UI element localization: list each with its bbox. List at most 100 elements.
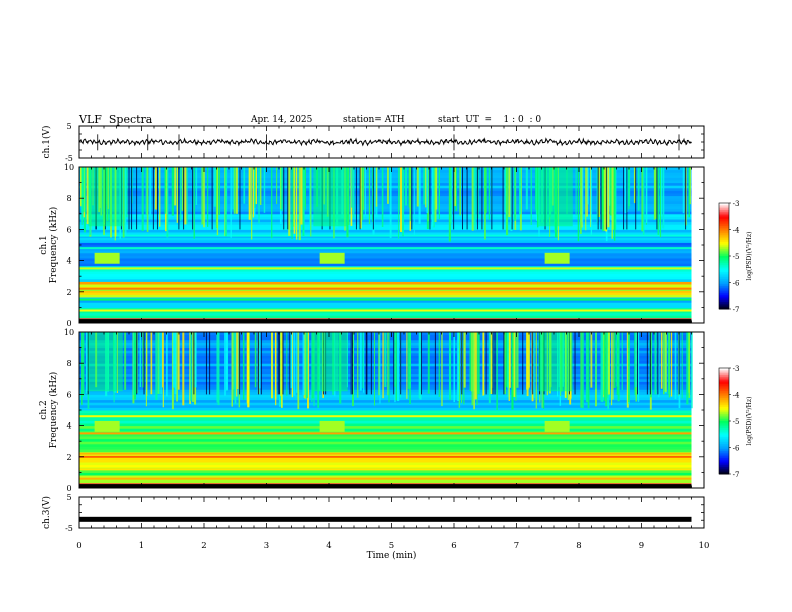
spheric-line [425,167,427,208]
colorbar-cell [719,392,729,395]
spectrogram-line [79,452,692,455]
colorbar-cell [719,456,729,459]
figure-title: VLF Spectra [79,113,153,126]
spectrogram-row [79,443,692,447]
colorbar-cell [719,270,729,273]
spectrogram-row [79,216,692,220]
colorbar-cell [719,284,729,287]
colorbar-cell [719,245,729,248]
spheric-line [413,167,415,236]
y-tick-label: 0 [66,319,71,328]
colorbar-cell [719,412,729,415]
spectrogram-row [79,289,692,293]
spectrogram-row [79,252,692,256]
spheric-line [382,332,384,399]
x-tick-label-10: 10 [699,541,710,551]
spheric-line [145,332,147,407]
spheric-line [587,332,590,409]
spheric-line [180,167,182,222]
spheric-line [454,167,457,207]
gap-line [366,332,368,395]
gap-line [491,167,493,230]
gap-line [429,167,431,230]
spectrogram-row [79,464,692,468]
spectrogram-row [79,397,692,401]
spheric-line [224,332,227,396]
spheric-line [399,167,401,210]
spheric-line [519,167,522,215]
spectrogram-row [79,265,692,269]
spheric-line [611,167,613,239]
spheric-line [637,167,640,211]
spheric-line [657,332,660,398]
colorbar-cell [719,390,729,394]
spheric-line [590,167,592,227]
spheric-line [133,332,135,395]
colorbar-tick-label: -3 [733,365,740,373]
spectrogram-line [79,287,692,290]
spheric-line [602,332,604,402]
spheric-line [201,167,204,225]
activity-zone [88,332,123,392]
x-tick-label-1: 1 [139,541,144,551]
spectrogram-row [79,245,692,249]
spheric-line [575,167,577,216]
y-tick-label: 10 [64,328,74,337]
spheric-line [379,332,381,404]
y-tick-label: 6 [66,390,71,399]
spheric-line [79,167,82,207]
spheric-line [535,167,538,215]
colorbar-tick-label: -6 [733,280,740,288]
spheric-line [459,167,461,216]
spheric-line [457,332,460,401]
spheric-line [397,167,400,239]
spectrogram-row [79,221,692,225]
spheric-line [388,332,390,403]
spheric-line [595,332,597,389]
spectrogram-row [79,208,692,212]
spheric-line [82,167,85,213]
spheric-line [176,332,178,402]
spectrogram-row [79,278,692,282]
spheric-line [474,167,476,231]
spectrogram-row [79,436,692,440]
spectrogram-row [79,174,692,178]
spheric-line [645,167,648,223]
spheric-line [484,167,487,214]
gap-line [678,332,680,395]
gap-line [355,167,357,230]
colorbar-cell [719,303,729,306]
colorbar-cell [719,227,729,230]
spheric-line [158,332,160,394]
spheric-line [242,332,245,400]
spheric-line [488,167,491,220]
spheric-line [664,332,667,392]
spheric-line [490,332,493,395]
spheric-line [533,332,535,398]
spectrogram-row [79,299,692,303]
series-line-ch3 [79,516,692,522]
spheric-line [160,332,162,395]
spectrogram-row [79,273,692,277]
spheric-line [407,332,410,390]
spheric-line [280,332,283,408]
spheric-line [375,167,378,207]
spheric-line [224,167,227,237]
colorbar-cell [719,224,729,227]
spheric-line [234,332,237,404]
colorbar-cell [719,261,729,264]
colorbar-cell [719,419,729,422]
spheric-line [162,332,164,408]
spheric-line [302,167,305,236]
colorbar-cell [719,211,729,215]
spectrogram-row [79,203,692,207]
spheric-line [681,332,683,399]
spheric-line [650,332,652,398]
spectrogram-row [79,386,692,390]
spectrogram-row [79,271,692,275]
spheric-line [86,332,88,391]
spheric-line [471,167,474,231]
colorbar-cell [719,238,729,241]
spheric-line [453,332,455,403]
gap-line [503,332,505,395]
